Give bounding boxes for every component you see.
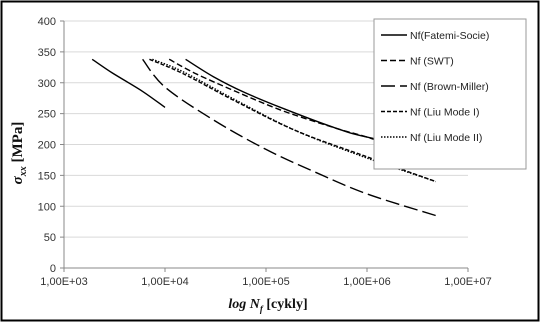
y-tick-label: 200	[38, 140, 56, 152]
x-tick-label: 1,00E+05	[242, 276, 289, 288]
y-tick-label: 350	[38, 47, 56, 59]
x-tick-label: 1,00E+03	[40, 276, 87, 288]
tick-labels: 0 50 100 150 200 250 300 350 400 1,00E+03 1,00E+04…	[38, 16, 492, 288]
y-tick-label: 0	[50, 263, 56, 275]
axes	[60, 20, 469, 272]
y-tick-label: 400	[38, 16, 56, 28]
series-line-2	[168, 58, 408, 152]
legend-label: Nf (Brown-Miller)	[410, 81, 489, 93]
series-line-1	[185, 58, 436, 152]
y-tick-label: 100	[38, 201, 56, 213]
legend-label: Nf (Liu Mode II)	[410, 132, 482, 144]
legend-label: Nf (SWT)	[410, 56, 454, 68]
y-tick-label: 300	[38, 78, 56, 90]
y-tick-label: 150	[38, 170, 56, 182]
y-axis-subscript: xx	[18, 166, 29, 177]
y-axis-title: σxx [MPa]	[10, 122, 29, 185]
y-tick-label: 250	[38, 109, 56, 121]
x-tick-label: 1,00E+06	[343, 276, 390, 288]
y-axis-symbol: σ	[10, 175, 26, 184]
series-line-3	[142, 58, 438, 217]
y-tick-label: 50	[44, 232, 56, 244]
x-tick-label: 1,00E+07	[444, 276, 491, 288]
series-line-extra	[91, 58, 166, 108]
legend-label: Nf(Fatemi-Socie)	[410, 30, 489, 42]
legend-label: Nf (Liu Mode I)	[410, 107, 479, 119]
x-axis-subscript: f	[260, 304, 264, 314]
x-axis-prefix: log	[228, 297, 249, 312]
x-tick-label: 1,00E+04	[141, 276, 188, 288]
x-axis-unit: [cykly]	[263, 297, 308, 312]
legend: Nf(Fatemi-Socie) Nf (SWT) Nf (Brown-Miller…	[373, 18, 527, 170]
legend-box	[373, 18, 527, 170]
x-axis-title: log Nf [cykly]	[228, 297, 307, 314]
x-axis-symbol: N	[249, 297, 261, 312]
y-axis-unit: [MPa]	[10, 122, 26, 167]
